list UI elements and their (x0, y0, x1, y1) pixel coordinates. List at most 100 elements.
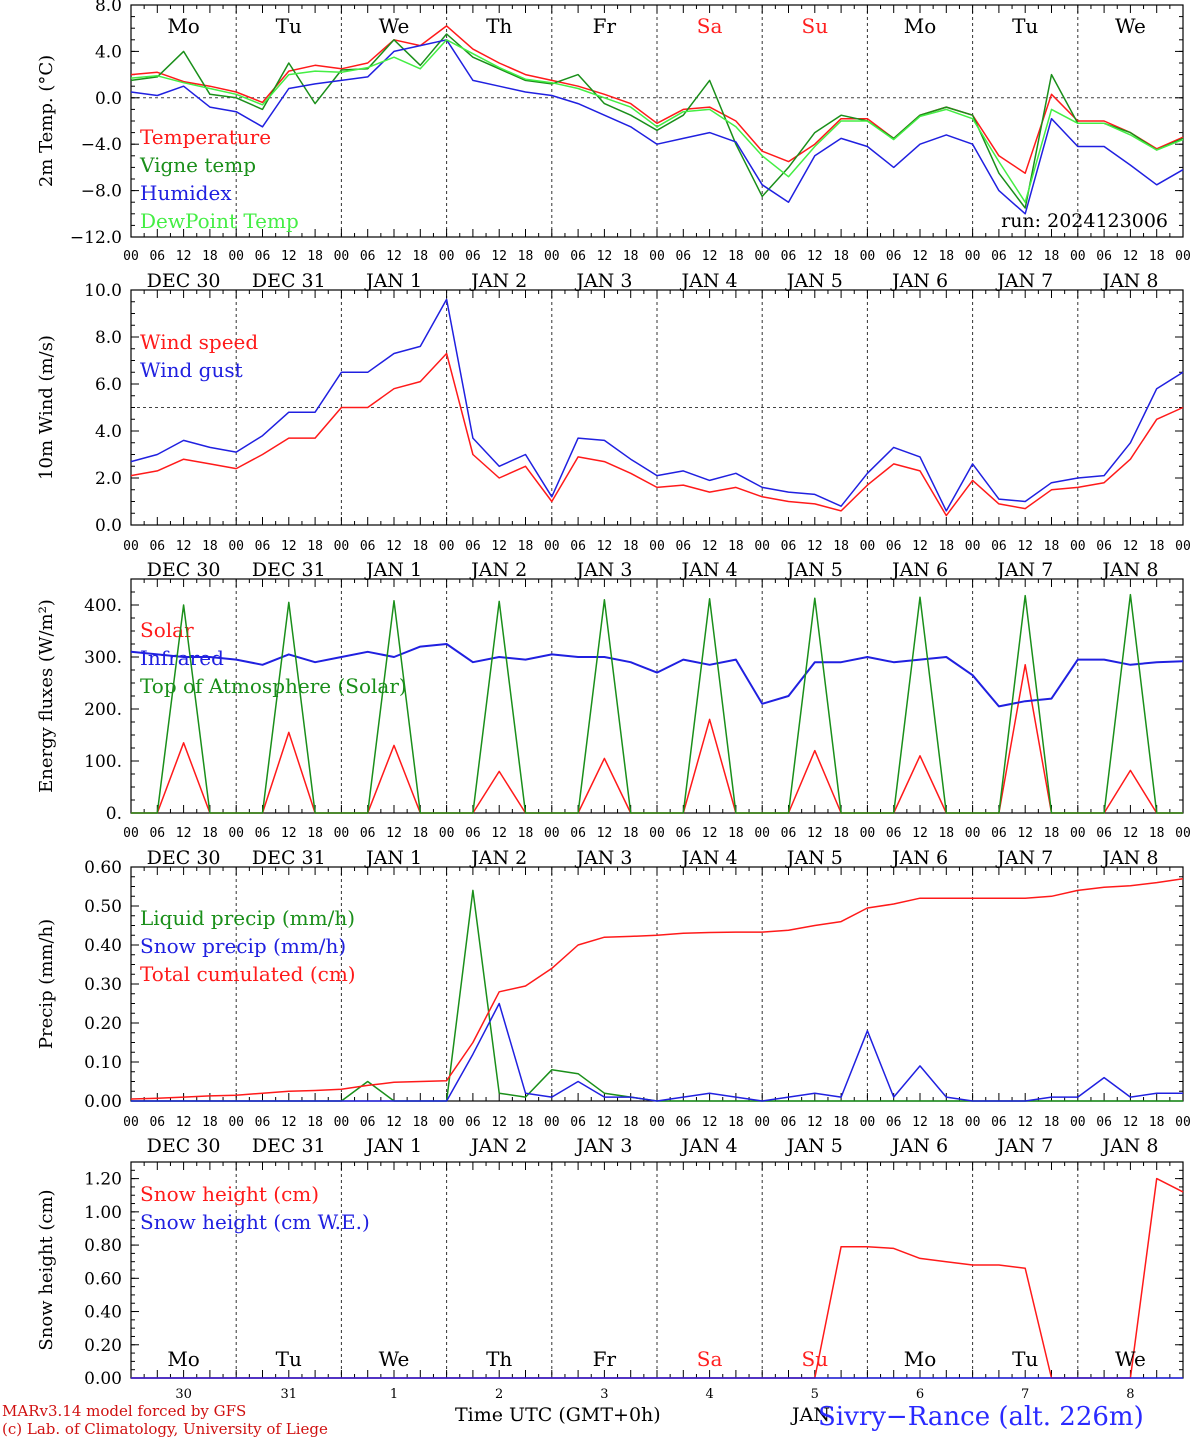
hour-tick-label: 12 (491, 1115, 507, 1130)
legend-entry: Total cumulated (cm) (140, 962, 356, 986)
hour-tick-label: 06 (781, 539, 797, 554)
day-name-top: Su (802, 14, 829, 38)
hour-tick-label: 18 (833, 249, 849, 264)
hour-tick-label: 12 (807, 826, 823, 841)
hour-tick-label: 06 (781, 826, 797, 841)
hour-tick-label: 06 (465, 249, 481, 264)
time-axis-title: Time UTC (GMT+0h) (455, 1404, 661, 1426)
legend-entry: Infrared (140, 646, 224, 670)
hour-tick-label: 12 (176, 826, 192, 841)
date-label: JAN 7 (995, 847, 1053, 869)
hour-tick-label: 06 (255, 826, 271, 841)
y-axis-title: Snow height (cm) (36, 1189, 57, 1350)
date-label: DEC 31 (252, 847, 326, 869)
date-label: DEC 31 (252, 559, 326, 581)
hour-tick-label: 00 (1175, 249, 1191, 264)
hour-tick-label: 18 (307, 1115, 323, 1130)
y-tick-label: 4.0 (95, 422, 122, 442)
day-number-label: 2 (495, 1387, 503, 1402)
hour-tick-label: 18 (728, 826, 744, 841)
hour-tick-label: 00 (544, 539, 560, 554)
legend-entry: Wind speed (140, 330, 258, 354)
hour-tick-label: 06 (886, 249, 902, 264)
series-line-2 (130, 643, 1184, 708)
hour-tick-label: 18 (307, 826, 323, 841)
hour-tick-label: 18 (728, 539, 744, 554)
y-tick-label: −4.0 (81, 135, 122, 155)
hour-tick-label: 00 (965, 249, 981, 264)
day-number-label: 6 (916, 1387, 924, 1402)
date-label: JAN 4 (680, 1135, 738, 1157)
legend-entry: Vigne temp (139, 153, 256, 177)
hour-tick-label: 18 (938, 539, 954, 554)
hour-tick-label: 00 (1070, 1115, 1086, 1130)
day-name-top: Tu (1012, 14, 1038, 38)
date-label: JAN 7 (995, 1135, 1053, 1157)
hour-tick-label: 12 (281, 539, 297, 554)
hour-tick-label: 06 (465, 826, 481, 841)
day-name-bottom: Mo (167, 1347, 200, 1371)
date-label: JAN 6 (890, 270, 948, 292)
hour-tick-label: 18 (938, 249, 954, 264)
date-label: JAN 4 (680, 559, 738, 581)
y-tick-label: 0.50 (84, 897, 122, 917)
footer-model-line: MARv3.14 model forced by GFS (2, 1402, 247, 1420)
hour-tick-label: 06 (570, 539, 586, 554)
legend-entry: Snow precip (mm/h) (140, 934, 346, 958)
series-line-3 (130, 39, 1184, 215)
date-label: JAN 5 (785, 1135, 843, 1157)
date-label: DEC 30 (147, 270, 221, 292)
hour-tick-label: 12 (702, 1115, 718, 1130)
panel-4: 0.60 0.50 0.40 0.30 0.20 0.10 0.00 Precip (mm/h… (36, 858, 1191, 1157)
hour-tick-label: 00 (860, 826, 876, 841)
day-name-bottom: Tu (1012, 1347, 1038, 1371)
hour-tick-label: 18 (202, 539, 218, 554)
series-line-2 (131, 1002, 1183, 1102)
y-tick-label: 1.00 (84, 1203, 122, 1223)
y-axis-title: Energy fluxes (W/m²) (36, 599, 57, 793)
hour-tick-label: 12 (1123, 539, 1139, 554)
panel-3: 400.300.200.100.0.Energy fluxes (W/m²) So… (36, 578, 1191, 869)
hour-tick-label: 00 (228, 539, 244, 554)
hour-tick-label: 18 (518, 539, 534, 554)
y-tick-label: 8.0 (95, 0, 122, 16)
day-name-bottom: Tu (276, 1347, 302, 1371)
day-name-bottom: Th (486, 1347, 512, 1371)
hour-tick-label: 18 (623, 826, 639, 841)
hour-tick-label: 18 (412, 1115, 428, 1130)
hour-tick-label: 06 (149, 826, 165, 841)
hour-tick-label: 06 (886, 826, 902, 841)
date-label: JAN 3 (574, 270, 632, 292)
hour-tick-label: 12 (912, 1115, 928, 1130)
hour-tick-label: 18 (1044, 1115, 1060, 1130)
y-tick-label: 0.40 (84, 1303, 122, 1323)
date-label: DEC 31 (252, 1135, 326, 1157)
hour-tick-label: 00 (754, 826, 770, 841)
date-label: JAN 8 (1100, 847, 1158, 869)
hour-tick-label: 06 (149, 539, 165, 554)
run-label: run: 2024123006 (1001, 210, 1168, 232)
y-tick-label: 0.20 (84, 1014, 122, 1034)
y-tick-label: 0.60 (84, 1269, 122, 1289)
hour-tick-label: 12 (386, 826, 402, 841)
y-tick-label: 0.0 (95, 516, 122, 536)
day-number-label: 7 (1021, 1387, 1029, 1402)
hour-tick-label: 12 (1123, 826, 1139, 841)
day-number-label: 31 (281, 1387, 298, 1402)
date-label: DEC 30 (147, 847, 221, 869)
y-tick-label: 0.80 (84, 1236, 122, 1256)
date-label: DEC 30 (147, 559, 221, 581)
hour-tick-label: 06 (886, 539, 902, 554)
hour-tick-label: 00 (228, 826, 244, 841)
partial-month-label: JAN (792, 1404, 830, 1426)
date-label: JAN 7 (995, 559, 1053, 581)
day-name-top: Tu (276, 14, 302, 38)
day-name-top: Fr (593, 14, 617, 38)
hour-tick-label: 12 (1123, 249, 1139, 264)
y-tick-label: 1.20 (84, 1170, 122, 1190)
date-label: JAN 4 (680, 847, 738, 869)
hour-tick-label: 18 (307, 539, 323, 554)
hour-tick-label: 00 (334, 539, 350, 554)
hour-tick-label: 12 (281, 826, 297, 841)
day-name-top: We (379, 14, 410, 38)
